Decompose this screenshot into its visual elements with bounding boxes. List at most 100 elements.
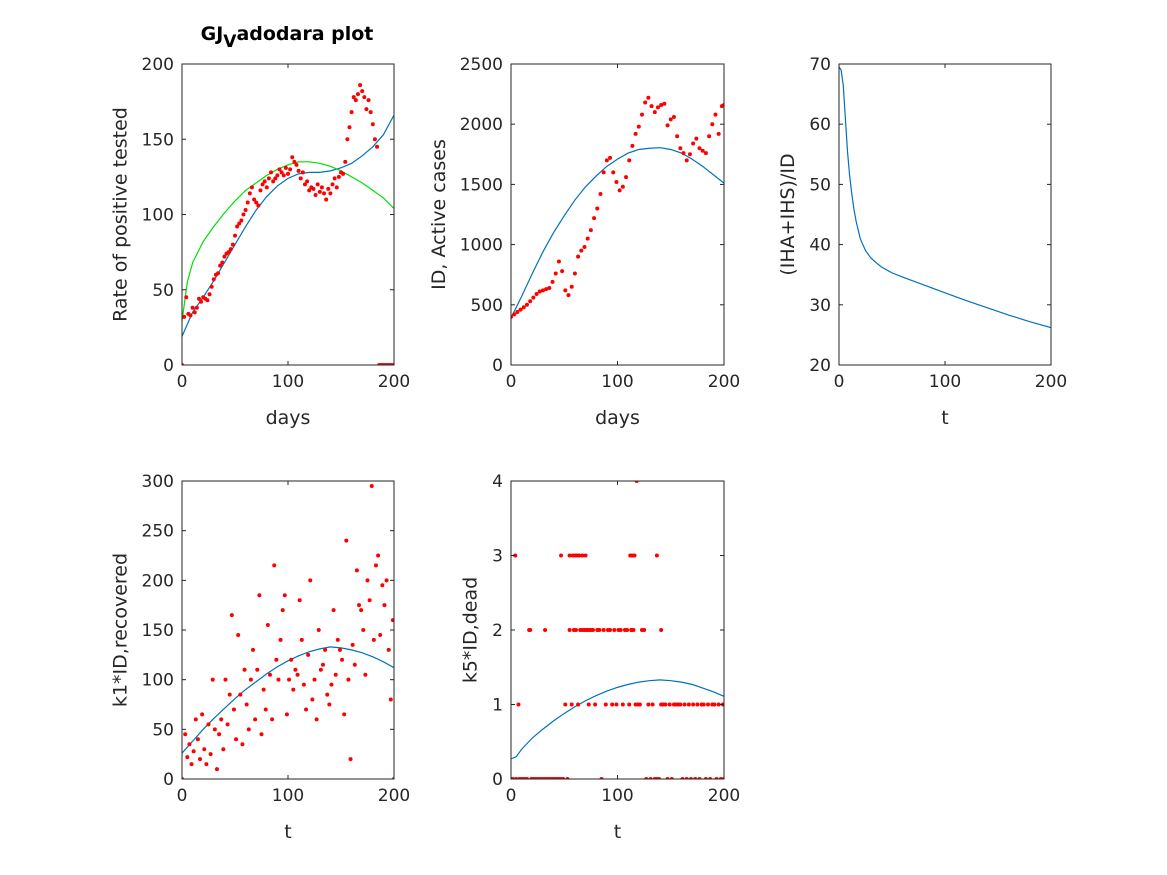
- data-point: [345, 137, 350, 142]
- data-point: [230, 242, 235, 247]
- data-point: [355, 92, 360, 97]
- data-point: [352, 662, 357, 667]
- x-tick-label: 200: [708, 786, 740, 806]
- data-point: [642, 628, 647, 632]
- data-point: [591, 628, 595, 632]
- data-point: [341, 171, 346, 176]
- data-point: [279, 170, 284, 175]
- data-point: [366, 98, 371, 103]
- data-point: [516, 702, 521, 707]
- data-point: [214, 767, 219, 772]
- data-point: [270, 717, 275, 722]
- y-tick-label: 30: [809, 296, 831, 316]
- data-point: [353, 98, 358, 103]
- data-point: [325, 692, 330, 697]
- data-point: [556, 259, 561, 264]
- y-tick-label: 1000: [460, 236, 503, 256]
- title-part-rest: adodara plot: [236, 23, 373, 45]
- data-point: [198, 757, 203, 762]
- data-point: [534, 291, 539, 296]
- data-point: [386, 647, 391, 652]
- y-tick-label: 0: [492, 770, 503, 790]
- data-point: [528, 299, 533, 304]
- data-point: [716, 702, 721, 707]
- data-point: [559, 553, 564, 558]
- axes-p3: 0 100 200 20 30 40 50 60 70 t (IHA+IHS)/ID: [777, 55, 1067, 429]
- data-point: [281, 173, 286, 178]
- data-point: [286, 171, 290, 176]
- data-point: [192, 310, 197, 315]
- data-point: [283, 165, 288, 170]
- data-point: [540, 288, 545, 293]
- axes-box-p1: [181, 63, 395, 366]
- data-point: [627, 702, 632, 707]
- data-point: [682, 702, 687, 707]
- data-point: [317, 189, 322, 194]
- data-point: [189, 762, 194, 767]
- y-tick-label: 20: [809, 356, 831, 376]
- data-point: [219, 717, 224, 722]
- data-point: [253, 717, 258, 722]
- data-point: [313, 192, 318, 197]
- data-point: [204, 762, 209, 767]
- y-tick-label: 100: [142, 206, 174, 226]
- data-point: [617, 188, 622, 193]
- data-point: [187, 742, 192, 747]
- data-point: [265, 623, 270, 628]
- axes-p5: 0 100 200 0 1 2 3 4 t k5*ID,dead: [460, 472, 741, 843]
- y-tick-label: 0: [163, 356, 174, 376]
- series-line-p1-1: [182, 161, 394, 322]
- data-point: [344, 538, 349, 543]
- x-tick-label: 100: [272, 786, 304, 806]
- data-point: [333, 672, 338, 677]
- data-point: [350, 642, 355, 647]
- y-tick-label: 2500: [460, 55, 503, 75]
- data-point: [579, 248, 584, 253]
- data-point: [601, 628, 606, 632]
- data-point: [297, 598, 302, 603]
- x-tick-label: 0: [506, 786, 517, 806]
- data-point: [310, 697, 315, 702]
- data-point: [288, 167, 293, 172]
- plot-area-p2: [511, 95, 724, 319]
- data-point: [306, 652, 311, 657]
- data-point: [218, 263, 223, 268]
- data-point: [342, 712, 347, 717]
- data-point: [700, 148, 705, 153]
- axes-p4: 0 100 200 0 50 100 150 200 250 300 t k1*ID,recovere…: [110, 472, 411, 843]
- data-point: [593, 702, 598, 707]
- data-point: [212, 727, 217, 732]
- data-point: [620, 702, 625, 707]
- data-point: [369, 483, 374, 488]
- data-point: [225, 722, 230, 727]
- data-point: [294, 162, 299, 167]
- data-point: [311, 186, 316, 191]
- data-point: [665, 123, 670, 128]
- data-point: [233, 233, 237, 238]
- data-point: [659, 628, 664, 632]
- y-tick-label: 2: [492, 621, 503, 641]
- data-point: [597, 628, 602, 632]
- data-point: [358, 83, 363, 88]
- data-point: [357, 603, 362, 608]
- data-point: [248, 677, 253, 682]
- data-point: [228, 247, 233, 252]
- data-point: [348, 757, 353, 762]
- data-point: [713, 112, 718, 117]
- data-point: [588, 228, 593, 233]
- data-point: [566, 293, 571, 298]
- data-point: [292, 159, 297, 164]
- data-point: [629, 628, 634, 632]
- data-point: [237, 221, 242, 226]
- data-point: [598, 192, 603, 197]
- data-point: [550, 279, 555, 284]
- data-point: [569, 702, 574, 707]
- x-axis-label: days: [595, 407, 640, 429]
- data-point: [240, 742, 245, 747]
- x-axis-label: t: [941, 407, 948, 429]
- data-point: [337, 647, 342, 652]
- data-point: [304, 707, 309, 712]
- y-tick-label: 150: [142, 621, 174, 641]
- data-point: [710, 122, 715, 127]
- data-point: [361, 628, 366, 632]
